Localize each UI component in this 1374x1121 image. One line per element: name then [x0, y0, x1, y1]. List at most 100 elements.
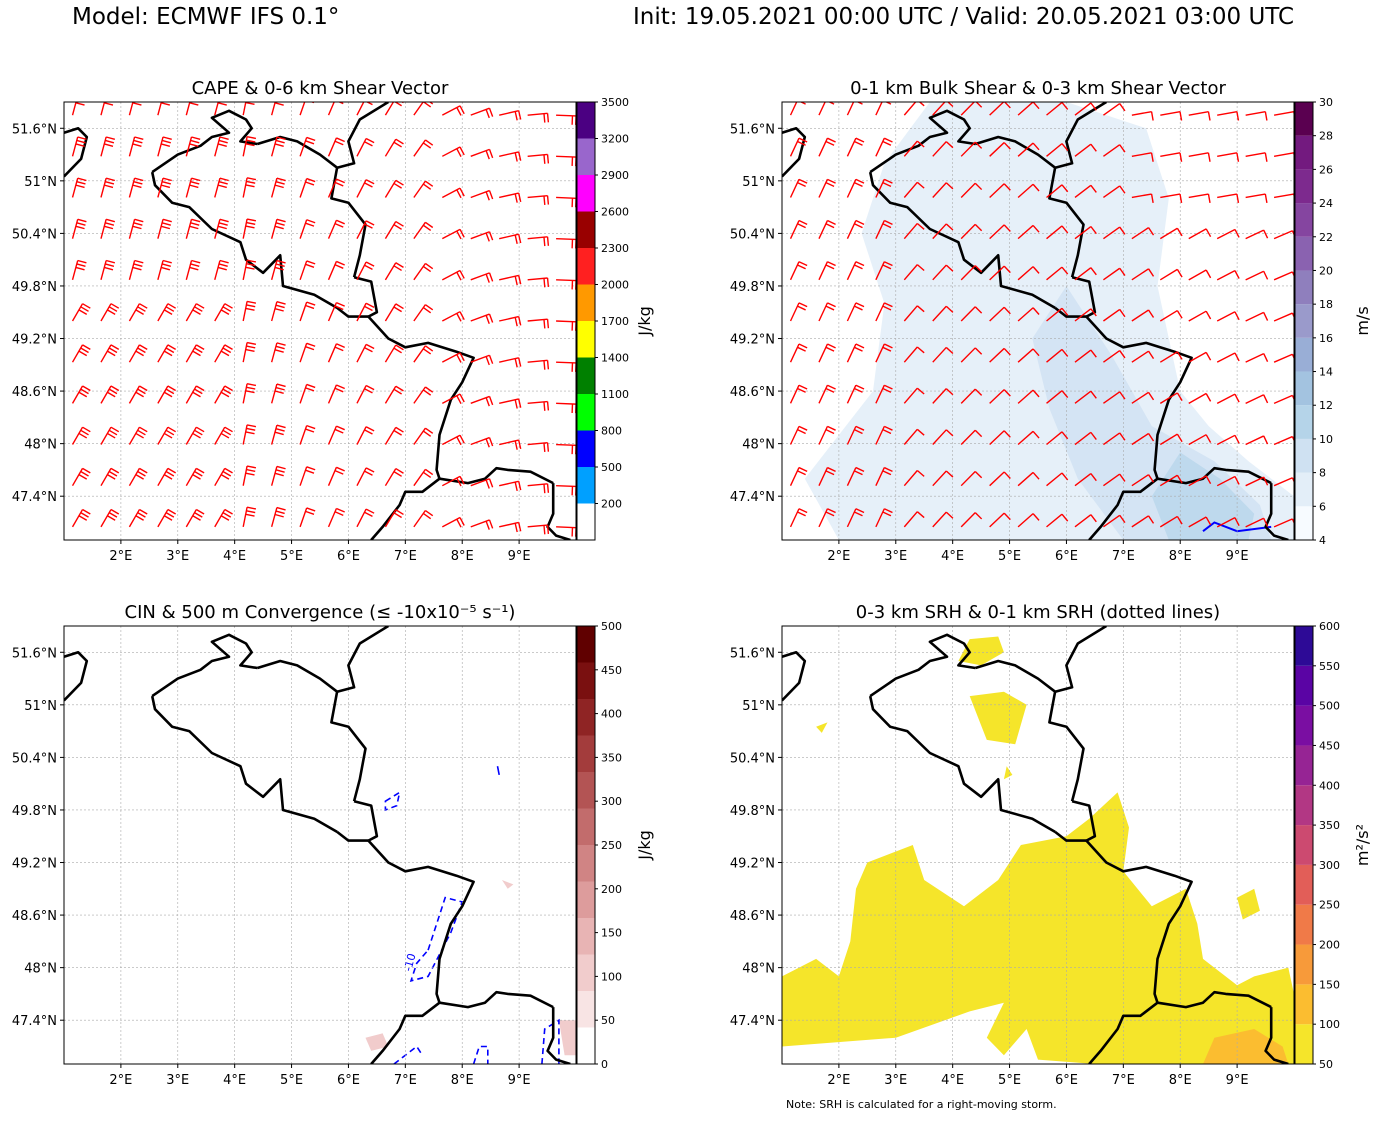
- wind-barb: [989, 306, 1011, 322]
- barb-feather: [422, 224, 432, 232]
- barb-feather: [456, 354, 462, 363]
- barb-feather: [1061, 307, 1069, 316]
- barb-feather: [1061, 102, 1069, 110]
- barb-staff: [932, 264, 947, 281]
- plot-background: [64, 102, 576, 540]
- barb-feather: [108, 429, 118, 436]
- barb-staff: [327, 178, 338, 198]
- wind-barb: [384, 138, 404, 157]
- barb-feather: [1090, 349, 1097, 358]
- wind-barb: [875, 508, 893, 528]
- barb-feather: [1263, 229, 1269, 239]
- wind-barb: [384, 102, 404, 116]
- barb-feather: [854, 387, 863, 393]
- barb-staff: [1188, 392, 1207, 404]
- wind-barb: [242, 218, 257, 239]
- barb-feather: [946, 102, 954, 108]
- wind-barb: [903, 387, 925, 404]
- wind-barb: [214, 177, 229, 198]
- barb-feather: [918, 102, 925, 107]
- barb-feather: [364, 182, 373, 188]
- barb-feather: [1090, 308, 1097, 317]
- border-line: [367, 839, 475, 1004]
- wind-barb: [1245, 435, 1269, 446]
- barb-feather: [1119, 391, 1126, 400]
- barb-feather: [884, 466, 893, 472]
- y-tick-label: 47.4°N: [12, 490, 57, 505]
- x-tick-label: 5°E: [280, 1073, 303, 1088]
- wind-barb: [242, 341, 257, 363]
- wind-barb: [441, 475, 465, 487]
- cape-shear-map: 2°E 3°E 4°E 5°E 6°E 7°E 8°E 9°E51.6°N51°N50.4°N…: [12, 96, 654, 564]
- wind-barb: [157, 385, 177, 404]
- colorbar-segment: [1295, 270, 1313, 305]
- barb-feather: [274, 102, 284, 106]
- colorbar-segment: [577, 699, 595, 736]
- barb-feather: [104, 184, 114, 189]
- barb-feather: [306, 301, 316, 306]
- barb-feather: [276, 136, 286, 141]
- barb-feather: [305, 263, 315, 268]
- barb-staff: [875, 220, 885, 239]
- barb-feather: [854, 511, 863, 517]
- wind-barb: [1188, 310, 1212, 322]
- wind-barb: [1159, 351, 1183, 363]
- barb-feather: [882, 223, 892, 229]
- barb-feather: [167, 508, 177, 515]
- barb-feather: [827, 384, 836, 390]
- wind-barb: [1188, 269, 1212, 281]
- barb-feather: [247, 96, 256, 98]
- barb-staff: [441, 146, 461, 157]
- barb-staff: [1103, 226, 1121, 240]
- wind-barb: [875, 137, 893, 157]
- barb-feather: [543, 525, 546, 535]
- wind-barb: [527, 483, 550, 494]
- wind-barb: [846, 508, 865, 528]
- wind-barb: [1103, 473, 1126, 487]
- wind-barb: [1103, 350, 1126, 363]
- barb-feather: [543, 401, 546, 411]
- barb-feather: [945, 388, 954, 396]
- barb-feather: [195, 344, 205, 350]
- barb-feather: [546, 442, 550, 452]
- wind-barb: [185, 385, 205, 404]
- border-line: [439, 990, 554, 1009]
- wind-barb: [299, 219, 316, 239]
- barb-feather: [197, 102, 200, 103]
- wind-barb: [356, 137, 375, 157]
- wind-barb: [818, 178, 836, 198]
- barb-feather: [1032, 224, 1040, 233]
- colorbar-segment: [577, 918, 595, 955]
- wind-barb: [846, 425, 865, 445]
- wind-barb: [71, 136, 87, 157]
- wind-barb: [1217, 152, 1240, 162]
- wind-barb: [1159, 392, 1183, 404]
- wind-barb: [441, 352, 465, 363]
- wind-barb: [1046, 348, 1069, 363]
- wind-barb: [71, 508, 91, 528]
- colorbar-segment: [577, 284, 595, 321]
- barb-staff: [157, 136, 164, 157]
- barb-feather: [1263, 312, 1269, 321]
- barb-staff: [214, 102, 220, 116]
- barb-feather: [884, 219, 893, 225]
- wind-barb: [413, 139, 434, 157]
- barb-feather: [518, 234, 522, 244]
- srh-area: [782, 792, 1294, 1064]
- y-tick-label: 51.6°N: [12, 122, 57, 137]
- cin-area: [502, 880, 514, 889]
- barb-feather: [275, 222, 285, 226]
- barb-feather: [488, 519, 494, 529]
- wind-barb: [1160, 152, 1183, 162]
- barb-feather: [1205, 352, 1212, 361]
- wind-barb: [499, 357, 522, 368]
- x-tick-label: 9°E: [1226, 1073, 1249, 1088]
- barb-staff: [1188, 228, 1207, 240]
- wind-barb: [327, 137, 345, 157]
- colorbar-tick-label: 2600: [601, 206, 629, 219]
- wind-barb: [100, 303, 120, 322]
- wind-barb: [270, 102, 285, 116]
- barb-feather: [365, 343, 375, 350]
- barb-feather: [488, 437, 494, 447]
- barb-feather: [189, 184, 199, 189]
